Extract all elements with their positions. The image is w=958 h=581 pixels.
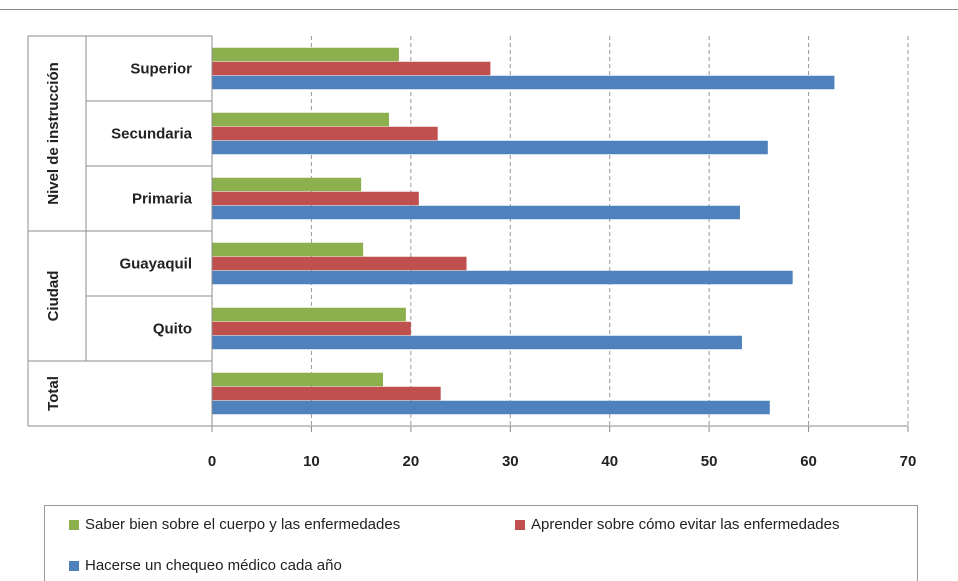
bar-primaria-series-2 <box>212 205 740 220</box>
legend-swatch-red <box>515 519 525 530</box>
bar-quito-series-0 <box>212 307 406 322</box>
x-tick-label: 30 <box>502 453 519 470</box>
bar-total-series-0 <box>212 372 384 387</box>
bar-secundaria-series-1 <box>212 126 438 141</box>
bar-total-series-2 <box>212 400 770 415</box>
legend-swatch-blue <box>69 560 79 571</box>
bar-guayaquil-series-0 <box>212 242 364 257</box>
bar-superior-series-2 <box>212 75 835 90</box>
legend-swatch-green <box>69 519 79 530</box>
legend-item-aprender: Aprender sobre cómo evitar las enfermeda… <box>515 516 840 533</box>
bar-guayaquil-series-2 <box>212 270 793 285</box>
bar-guayaquil-series-1 <box>212 256 467 271</box>
x-tick-label: 10 <box>303 453 320 470</box>
category-label: Quito <box>153 321 192 338</box>
x-tick-label: 20 <box>403 453 420 470</box>
bar-total-series-1 <box>212 386 441 401</box>
group-label: Nivel de instrucción <box>45 62 62 205</box>
category-label: Guayaquil <box>119 256 192 273</box>
x-tick-label: 40 <box>601 453 618 470</box>
bar-superior-series-0 <box>212 47 399 62</box>
bar-superior-series-1 <box>212 61 491 76</box>
x-tick-label: 60 <box>800 453 817 470</box>
bar-quito-series-2 <box>212 335 742 350</box>
x-tick-label: 70 <box>900 453 917 470</box>
x-tick-label: 50 <box>701 453 718 470</box>
bar-primaria-series-0 <box>212 177 362 192</box>
x-tick-label: 0 <box>208 453 216 470</box>
top-rule <box>0 9 958 10</box>
bar-primaria-series-1 <box>212 191 419 206</box>
group-label: Total <box>45 376 62 411</box>
bar-secundaria-series-0 <box>212 112 389 127</box>
legend-label-aprender: Aprender sobre cómo evitar las enfermeda… <box>531 516 840 533</box>
bar-chart: Superior Secundaria Primaria Guayaquil Quito… <box>27 35 917 470</box>
bar-quito-series-1 <box>212 321 411 336</box>
category-label: Secundaria <box>111 126 193 143</box>
legend-label-saber: Saber bien sobre el cuerpo y las enferme… <box>85 516 401 533</box>
group-label: Ciudad <box>45 271 62 322</box>
category-label: Superior <box>130 61 192 78</box>
category-label: Primaria <box>132 191 193 208</box>
legend-label-hacerse: Hacerse un chequeo médico cada año <box>85 557 342 574</box>
chart-legend: Saber bien sobre el cuerpo y las enferme… <box>44 505 918 581</box>
legend-item-hacerse: Hacerse un chequeo médico cada año <box>69 557 342 574</box>
bar-secundaria-series-2 <box>212 140 768 155</box>
legend-item-saber: Saber bien sobre el cuerpo y las enferme… <box>69 516 400 533</box>
